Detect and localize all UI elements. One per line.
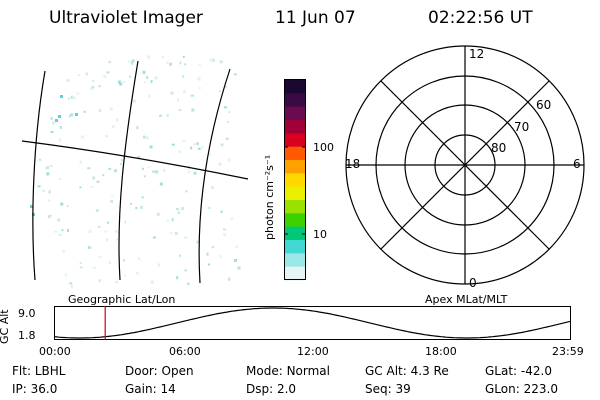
auroral-emission-speckles [30,55,241,288]
geographic-label: Geographic Lat/Lon [68,293,176,306]
colorbar-stop [285,146,305,161]
lat-label-70: 70 [514,120,529,134]
timeline-ymin: 1.8 [18,329,36,342]
info-door: Door: Open [125,364,194,378]
longitude-line [32,70,46,281]
apex-label: Apex MLat/MLT [425,293,508,306]
colorbar-stop [285,173,305,188]
colorbar-stop [285,253,305,268]
colorbar-stop [285,160,305,174]
xtick-1200: 12:00 [297,345,329,358]
xtick-2359: 23:59 [552,345,584,358]
colorbar-tick-10: 10 [313,228,327,241]
colorbar-tick-100: 100 [313,141,334,154]
colorbar-stop [285,133,305,148]
info-ip: IP: 36.0 [12,382,58,396]
timeline-ylabel: GC Alt [0,309,11,344]
info-mode: Mode: Normal [246,364,330,378]
mlt-label-0: 0 [469,276,477,290]
time-label: 02:22:56 UT [428,8,533,28]
info-glon: GLon: 223.0 [485,382,558,396]
info-dsp: Dsp: 2.0 [246,382,297,396]
instrument-title: Ultraviolet Imager [49,8,203,28]
colorbar-stop [285,200,305,214]
geographic-image [21,55,249,288]
lat-label-60: 60 [536,98,551,112]
polar-dial: 12 18 6 0 60 70 80 [345,45,585,290]
colorbar-stop [285,106,305,121]
lat-label-80: 80 [491,141,506,155]
colorbar [284,79,306,281]
colorbar-stop [285,240,305,254]
longitude-line [198,68,231,284]
xtick-0000: 00:00 [39,345,71,358]
latitude-line [21,140,249,180]
info-glat: GLat: -42.0 [485,364,552,378]
colorbar-stop [285,80,305,94]
altitude-timeline [54,306,571,340]
altitude-curve [54,307,571,339]
date-label: 11 Jun 07 [275,8,356,28]
colorbar-stop [285,186,305,201]
colorbar-label: photon cm⁻²s⁻¹ [263,154,276,240]
mlt-label-18: 18 [345,157,360,171]
mlt-label-12: 12 [469,47,484,61]
colorbar-stop [285,266,305,281]
mlt-label-6: 6 [573,157,581,171]
timeline-ymax: 9.0 [18,307,36,320]
diagonal-line [380,80,550,250]
info-gain: Gain: 14 [125,382,176,396]
info-seq: Seq: 39 [365,382,411,396]
xtick-1800: 18:00 [425,345,457,358]
colorbar-stop [285,93,305,108]
colorbar-stop [285,120,305,134]
colorbar-stop [285,213,305,228]
longitude-line [118,60,139,281]
colorbar-stop [285,226,305,241]
xtick-0600: 06:00 [169,345,201,358]
info-flt: Flt: LBHL [12,364,66,378]
info-gc-alt: GC Alt: 4.3 Re [365,364,449,378]
